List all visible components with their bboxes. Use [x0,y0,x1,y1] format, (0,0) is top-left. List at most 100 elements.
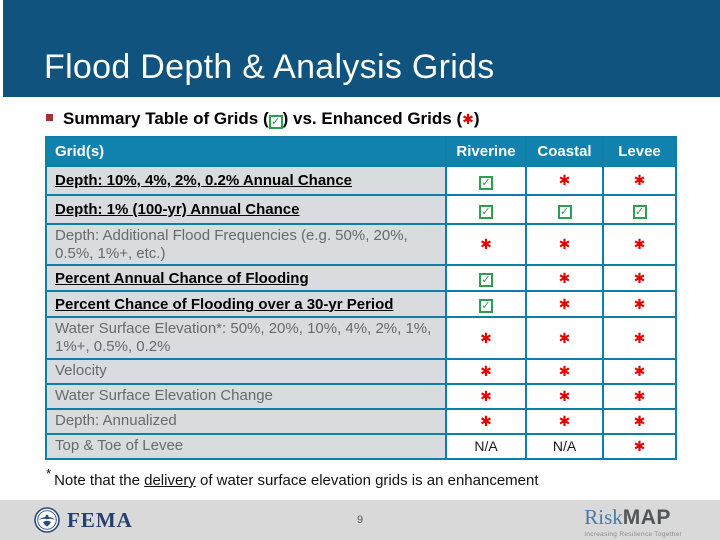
riskmap-map-text: MAP [622,506,671,529]
heading-text-mid: ) vs. Enhanced Grids ( [282,109,463,128]
column-header-riverine: Riverine [445,136,527,167]
table-row: Depth: 10%, 4%, 2%, 0.2% Annual Chance ✓ ✱… [45,165,677,196]
footer-bar: FEMA 9 RiskMAP Increasing Resilience Tog… [0,500,720,540]
enhanced-star-icon: ✱ [558,363,571,380]
table-row: Percent Annual Chance of Flooding ✓ ✱ ✱ [45,264,677,293]
enhanced-star-icon: ✱ [558,296,571,313]
grid-cell-check: ✓ [602,194,677,225]
checkbox-icon: ✓ [479,175,493,190]
table-row: Depth: Additional Flood Frequencies (e.g… [45,222,677,267]
grid-cell-enhanced: ✱ [602,222,677,267]
footnote: * Note that the delivery of water surface… [46,466,539,489]
checkbox-icon: ✓ [479,204,493,219]
enhanced-star-icon: ✱ [633,438,646,455]
checkbox-icon: ✓ [268,115,283,129]
checkbox-icon: ✓ [479,299,493,314]
table-row: Depth: Annualized ✱ ✱ ✱ [45,407,677,435]
grid-cell-enhanced: ✱ [525,222,604,267]
row-label: Depth: Additional Flood Frequencies (e.g… [45,222,447,267]
riskmap-wordmark: RiskMAP [584,505,682,530]
riskmap-logo: RiskMAP Increasing Resilience Together [584,505,682,538]
table-row: Water Surface Elevation*: 50%, 20%, 10%,… [45,316,677,360]
title-band [0,0,720,97]
enhanced-star-icon: ✱ [558,413,571,430]
row-label: Top & Toe of Levee [45,432,447,460]
column-header-grids: Grid(s) [45,136,447,167]
enhanced-star-icon: ✱ [480,237,492,254]
page-number: 9 [356,514,364,526]
grid-cell-check: ✓ [445,264,527,293]
grid-cell-enhanced: ✱ [602,357,677,385]
grid-cell-enhanced: ✱ [602,264,677,293]
enhanced-star-icon: ✱ [558,270,571,287]
page-title: Flood Depth & Analysis Grids [44,48,495,86]
row-label: Percent Chance of Flooding over a 30-yr … [45,290,447,319]
table-row: Depth: 1% (100-yr) Annual Chance ✓ ✓ ✓ [45,194,677,225]
enhanced-star-icon: ✱ [633,330,646,347]
grid-cell-na: N/A [525,432,604,460]
heading-text-prefix: Summary Table of Grids ( [63,109,269,128]
grid-cell-enhanced: ✱ [445,316,527,360]
table-header-row: Grid(s) Riverine Coastal Levee [45,136,677,167]
grid-cell-enhanced: ✱ [445,357,527,385]
enhanced-star-icon: ✱ [633,270,646,287]
row-label: Water Surface Elevation Change [45,382,447,410]
enhanced-star-icon: ✱ [633,413,646,430]
grids-table: Grid(s) Riverine Coastal Levee Depth: 10… [45,136,677,460]
checkbox-icon: ✓ [479,273,493,288]
grid-cell-enhanced: ✱ [525,316,604,360]
enhanced-star-icon: ✱ [480,388,492,405]
fema-wordmark: FEMA [67,507,133,532]
table-row: Velocity ✱ ✱ ✱ [45,357,677,385]
bullet-square-icon [46,114,53,121]
enhanced-star-icon: ✱ [633,388,646,405]
grid-cell-enhanced: ✱ [525,290,604,319]
table-row: Percent Chance of Flooding over a 30-yr … [45,290,677,319]
grid-cell-na: N/A [445,432,527,460]
grid-cell-enhanced: ✱ [525,165,604,196]
grid-cell-enhanced: ✱ [445,222,527,267]
grid-cell-enhanced: ✱ [525,357,604,385]
enhanced-star-icon: ✱ [633,173,646,189]
grid-cell-enhanced: ✱ [602,382,677,410]
enhanced-star-icon: ✱ [462,112,474,128]
bullet-heading: Summary Table of Grids (✓) vs. Enhanced … [46,109,480,129]
footnote-underlined-word: delivery [144,472,196,489]
riskmap-risk-text: Risk [584,505,623,529]
footnote-text-before: Note that the [54,472,145,489]
footnote-asterisk: * [46,466,52,481]
grid-cell-enhanced: ✱ [525,382,604,410]
column-header-coastal: Coastal [525,136,604,167]
grid-cell-enhanced: ✱ [602,407,677,435]
fema-logo: FEMA [34,507,133,533]
riskmap-tagline: Increasing Resilience Together [584,531,682,538]
enhanced-star-icon: ✱ [558,173,571,189]
enhanced-star-icon: ✱ [480,363,492,380]
grid-cell-enhanced: ✱ [445,407,527,435]
column-header-levee: Levee [602,136,677,167]
na-value: N/A [552,438,577,455]
row-label: Percent Annual Chance of Flooding [45,264,447,293]
table-body: Depth: 10%, 4%, 2%, 0.2% Annual Chance ✓ ✱… [45,165,677,460]
grid-cell-enhanced: ✱ [525,264,604,293]
row-label: Depth: 1% (100-yr) Annual Chance [45,194,447,225]
row-label: Water Surface Elevation*: 50%, 20%, 10%,… [45,316,447,360]
enhanced-star-icon: ✱ [480,330,492,347]
grid-cell-check: ✓ [445,290,527,319]
checkbox-icon: ✓ [632,204,647,219]
grid-cell-check: ✓ [445,194,527,225]
row-label: Depth: 10%, 4%, 2%, 0.2% Annual Chance [45,165,447,196]
enhanced-star-icon: ✱ [633,363,646,380]
checkbox-icon: ✓ [557,204,572,219]
grid-cell-enhanced: ✱ [445,382,527,410]
enhanced-star-icon: ✱ [480,413,492,430]
grid-cell-check: ✓ [445,165,527,196]
enhanced-star-icon: ✱ [558,237,571,254]
grid-cell-enhanced: ✱ [602,316,677,360]
enhanced-star-icon: ✱ [633,237,646,254]
grid-cell-enhanced: ✱ [602,432,677,460]
row-label: Depth: Annualized [45,407,447,435]
table-row: Top & Toe of Levee N/A N/A ✱ [45,432,677,460]
heading-text-suffix: ) [473,109,480,128]
footnote-text-after: of water surface elevation grids is an e… [195,472,539,489]
